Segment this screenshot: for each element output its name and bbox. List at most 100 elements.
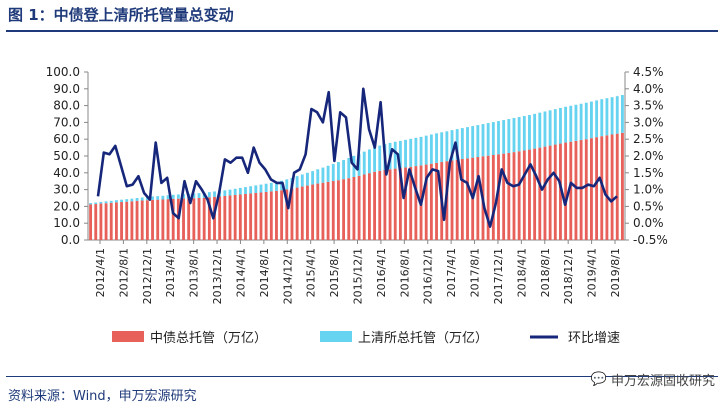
bar-shanghai (600, 99, 604, 137)
page-title: 图 1：中债登上清所托管量总变动 (8, 6, 234, 24)
bar-shanghai (559, 107, 562, 144)
watermark: 💬 申万宏源固收研究 (591, 370, 715, 389)
bar-shanghai (584, 102, 588, 140)
x-tick-label: 2018/12/1 (562, 248, 575, 304)
bar-zhongzhai (166, 199, 170, 240)
bar-shanghai (378, 145, 382, 171)
bar-shanghai (176, 194, 180, 199)
bar-shanghai (569, 105, 573, 142)
watermark-text: 申万宏源固收研究 (610, 374, 715, 389)
right-tick-label: 2.0% (633, 149, 664, 163)
x-tick-label: 2017/12/1 (492, 248, 505, 304)
bar-shanghai (538, 112, 542, 148)
left-tick-label: 100.0 (46, 65, 80, 79)
right-tick-label: 1.5% (633, 166, 664, 180)
bar-shanghai (595, 100, 599, 138)
bar-shanghai (398, 140, 402, 169)
bar-zhongzhai (522, 150, 526, 240)
left-tick-label: 40.0 (53, 166, 80, 180)
bar-zhongzhai (249, 193, 253, 240)
bar-zhongzhai (218, 196, 222, 240)
x-tick-label: 2017/8/1 (469, 248, 482, 297)
bar-zhongzhai (104, 203, 108, 240)
legend-label: 中债总托管（万亿） (150, 331, 267, 346)
x-axis-labels: 2012/4/1 2012/8/1 2012/12/1 2013/4/1 2013/8/… (94, 248, 622, 304)
bar-shanghai (94, 202, 98, 205)
bar-zhongzhai (517, 151, 521, 240)
bar-zhongzhai (538, 147, 542, 240)
bar-zhongzhai (331, 181, 335, 240)
x-tick-label: 2014/12/1 (281, 248, 294, 304)
bar-shanghai (233, 188, 237, 195)
bar-zhongzhai (388, 169, 392, 240)
bar-zhongzhai (94, 204, 98, 240)
bar-shanghai (460, 128, 464, 160)
bar-shanghai (497, 121, 500, 155)
bar-shanghai (166, 195, 170, 200)
x-tick-label: 2012/4/1 (94, 248, 107, 297)
bar-shanghai (393, 141, 397, 169)
bar-shanghai (104, 201, 108, 204)
bar-shanghai (502, 120, 506, 154)
bar-zhongzhai (553, 144, 557, 240)
bar-zhongzhai (156, 199, 160, 240)
bar-zhongzhai (590, 138, 593, 240)
bar-zhongzhai (620, 132, 624, 240)
bar-shanghai (151, 196, 154, 200)
right-tick-label: 4.5% (633, 65, 664, 79)
bar-zhongzhai (507, 152, 511, 240)
bar-zhongzhai (367, 173, 371, 240)
chart-legend: 中债总托管（万亿） 上清所总托管（万亿） 环比增速 (112, 331, 620, 346)
bar-shanghai (238, 187, 242, 195)
bar-zhongzhai (89, 204, 93, 240)
bar-shanghai (522, 116, 526, 151)
bar-zhongzhai (290, 188, 294, 240)
bar-zhongzhai (595, 137, 599, 240)
bar-shanghai (249, 186, 253, 194)
series-line-growth (96, 87, 618, 228)
right-tick-label: -0.5% (633, 233, 668, 247)
bar-zhongzhai (450, 160, 454, 240)
bar-zhongzhai (182, 198, 185, 240)
bar-shanghai (280, 180, 284, 191)
bar-zhongzhai (244, 193, 247, 240)
x-tick-label: 2017/4/1 (445, 248, 458, 297)
bar-zhongzhai (269, 191, 273, 240)
x-tick-label: 2015/4/1 (305, 248, 318, 297)
legend-label: 上清所总托管（万亿） (358, 331, 488, 346)
bar-shanghai (564, 106, 568, 143)
bar-zhongzhai (424, 164, 428, 240)
bar-shanghai (140, 197, 144, 201)
bar-zhongzhai (254, 192, 258, 240)
bar-shanghai (471, 126, 475, 158)
bar-shanghai (543, 111, 547, 147)
bar-shanghai (192, 193, 196, 199)
bar-zhongzhai (347, 178, 351, 240)
bar-zhongzhai (357, 175, 361, 240)
bar-zhongzhai (120, 202, 123, 240)
x-tick-label: 2016/4/1 (375, 248, 388, 297)
bar-zhongzhai (300, 186, 304, 240)
bar-shanghai (620, 95, 624, 133)
bar-shanghai (125, 199, 129, 202)
bar-shanghai (615, 96, 619, 134)
bar-shanghai (223, 190, 227, 196)
left-tick-label: 30.0 (53, 183, 80, 197)
bar-zhongzhai (574, 140, 578, 240)
x-tick-label: 2019/4/1 (586, 248, 599, 297)
chart-bars (89, 95, 624, 240)
bar-shanghai (435, 133, 438, 163)
bar-zhongzhai (528, 149, 531, 240)
bar-zhongzhai (533, 148, 537, 240)
x-tick-label: 2016/12/1 (422, 248, 435, 304)
bar-shanghai (182, 194, 185, 199)
bar-shanghai (316, 169, 320, 184)
bar-zhongzhai (233, 194, 237, 240)
bar-zhongzhai (435, 162, 438, 240)
bar-shanghai (507, 119, 511, 153)
bar-shanghai (419, 136, 423, 166)
bar-shanghai (295, 176, 299, 188)
bar-zhongzhai (610, 134, 614, 240)
bar-zhongzhai (140, 200, 144, 240)
bar-shanghai (244, 187, 247, 194)
